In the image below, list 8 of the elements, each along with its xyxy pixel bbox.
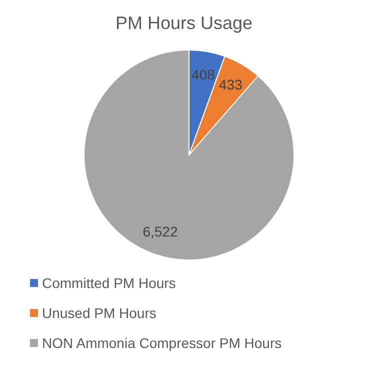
data-label: 6,522 [142, 224, 178, 240]
chart-title: PM Hours Usage [114, 12, 254, 35]
data-label: 433 [218, 76, 242, 92]
pie-slice [84, 50, 294, 260]
data-label: 408 [192, 66, 216, 82]
legend-label: Committed PM Hours [42, 274, 176, 293]
legend-label: NON Ammonia Compressor PM Hours [42, 334, 282, 353]
legend-label: Unused PM Hours [42, 304, 156, 323]
